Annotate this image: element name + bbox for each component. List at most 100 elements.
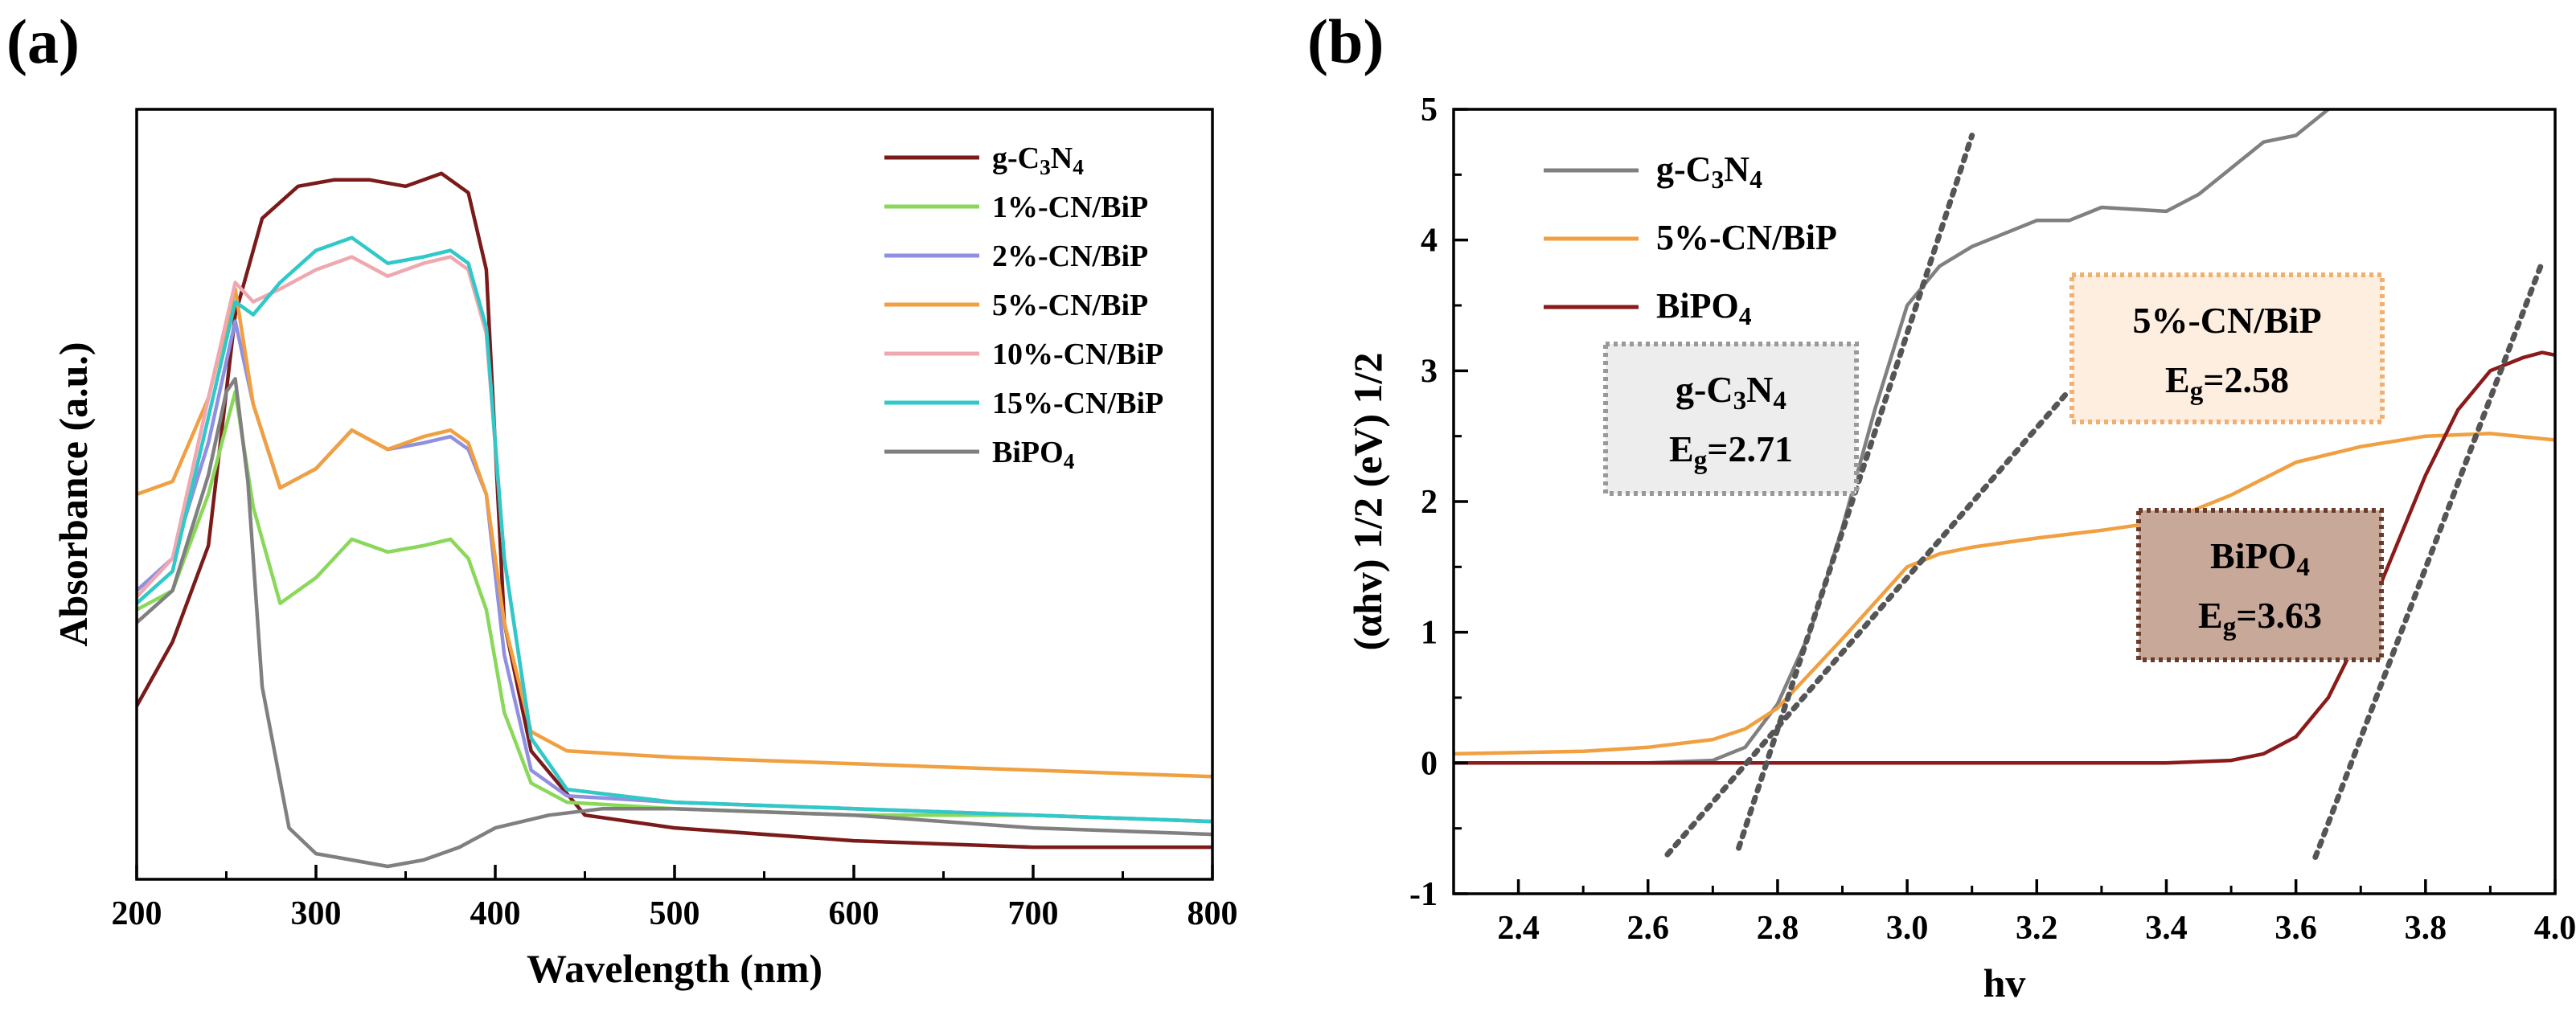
eg-annotation-part-part: BiPO bbox=[2210, 535, 2296, 576]
y-tick-label: -1 bbox=[1409, 876, 1438, 913]
x-axis-title: Wavelength (nm) bbox=[527, 946, 822, 991]
legend-item-1: 5%-CN/BiP bbox=[1656, 218, 1837, 257]
panel-b: (b)2.4 2.6 2.8 3.0 3.2 3.4 3.6 3.8 4.0-1012345hv… bbox=[1307, 6, 2576, 1005]
x-tick-label: 3.8 bbox=[2405, 910, 2447, 947]
eg-annotation-box bbox=[2069, 272, 2385, 424]
legend-item-6: BiPO4 bbox=[992, 436, 1075, 473]
legend-label-part: g-C bbox=[992, 141, 1040, 175]
legend: g-C3N41%-CN/BiP2%-CN/BiP5%-CN/BiP10%-CN/… bbox=[884, 141, 1163, 473]
eg-annotation-part-part: g-C bbox=[1676, 369, 1733, 410]
series-line-3 bbox=[137, 287, 1212, 779]
legend-item-1: 1%-CN/BiP bbox=[992, 190, 1148, 224]
eg-annotation-1: 5%-CN/BiP Eg=2.58 bbox=[2069, 272, 2385, 424]
x-tick-label: 2.8 bbox=[1757, 910, 1799, 947]
eg-annotation-part: E bbox=[2165, 359, 2190, 400]
panel-label: (a) bbox=[6, 6, 80, 76]
legend-label-part: 10%-CN/BiP bbox=[992, 338, 1163, 371]
y-tick-label: 2 bbox=[1421, 484, 1438, 521]
x-tick-label: 3.4 bbox=[2145, 910, 2188, 947]
x-tick-label: 800 bbox=[1188, 895, 1238, 932]
y-tick-label: 0 bbox=[1421, 745, 1438, 782]
series-line-6 bbox=[137, 377, 1212, 869]
x-tick-label: 2.6 bbox=[1627, 910, 1670, 947]
panel-a: (a) 200 300 400 500 600 700 800 Wavelength (nm) A… bbox=[6, 6, 1238, 991]
series-line-0 bbox=[137, 171, 1212, 850]
series-line-0 bbox=[1454, 109, 2330, 765]
y-axis-title: (αhv) 1/2 (eV) 1/2 bbox=[1345, 353, 1390, 651]
tangent-line-1 bbox=[1664, 387, 2073, 858]
legend-label-part: N bbox=[1051, 141, 1073, 175]
eg-annotation-part: E bbox=[1669, 428, 1694, 469]
series-line-5 bbox=[137, 235, 1212, 824]
eg-annotation-sub: g bbox=[2190, 376, 2204, 406]
x-tick-label: 2.4 bbox=[1497, 910, 1540, 947]
eg-annotation-title: g-C3N4 bbox=[1676, 369, 1786, 416]
legend-item-0: g-C3N4 bbox=[992, 141, 1084, 179]
eg-annotation-0: g-C3N4 Eg=2.71 bbox=[1603, 342, 1859, 496]
x-tick-label: 3.6 bbox=[2275, 910, 2317, 947]
eg-annotation-part-sub: 4 bbox=[2296, 552, 2310, 582]
x-axis-title: hv bbox=[1983, 960, 2026, 1005]
eg-annotation-part: =3.63 bbox=[2236, 595, 2322, 636]
eg-annotation-sub: g bbox=[2223, 612, 2237, 641]
eg-annotation-part-sub: 3 bbox=[1733, 386, 1747, 416]
series-group bbox=[137, 171, 1212, 869]
legend-label-part: BiPO bbox=[992, 436, 1064, 469]
legend-item-3: 5%-CN/BiP bbox=[992, 289, 1148, 322]
eg-annotation-sub: g bbox=[1694, 445, 1708, 475]
eg-annotation-title: 5%-CN/BiP bbox=[2132, 300, 2321, 341]
plot-frame bbox=[1452, 108, 2557, 895]
x-tick-label: 400 bbox=[470, 895, 521, 932]
legend-label-part: N bbox=[1724, 149, 1749, 189]
legend-item-5: 15%-CN/BiP bbox=[992, 387, 1163, 420]
eg-annotation-box bbox=[2136, 508, 2384, 662]
eg-annotation-value: Eg=2.71 bbox=[1669, 428, 1793, 475]
legend-item-2: BiPO4 bbox=[1656, 286, 1752, 330]
legend-label-part: g-C bbox=[1656, 149, 1711, 189]
eg-annotation-title: BiPO4 bbox=[2210, 535, 2310, 582]
y-tick-label: 1 bbox=[1421, 615, 1438, 652]
x-tick-label: 500 bbox=[650, 895, 700, 932]
legend-label-part: 5%-CN/BiP bbox=[992, 289, 1148, 322]
legend-label-sub: 3 bbox=[1040, 155, 1051, 179]
legend-label-part: 2%-CN/BiP bbox=[992, 240, 1148, 273]
y-tick-label: 5 bbox=[1421, 92, 1438, 129]
x-tick-label: 3.0 bbox=[1886, 910, 1929, 947]
legend-item-2: 2%-CN/BiP bbox=[992, 240, 1148, 273]
eg-annotation-part: E bbox=[2198, 595, 2223, 636]
eg-annotation-part-sub: 4 bbox=[1773, 386, 1786, 416]
legend-item-0: g-C3N4 bbox=[1656, 149, 1762, 194]
x-tick-label: 3.2 bbox=[2016, 910, 2058, 947]
tangent-line-2 bbox=[2312, 259, 2545, 860]
legend-label-sub: 3 bbox=[1711, 166, 1724, 194]
eg-annotation-part-part: 5%-CN/BiP bbox=[2132, 300, 2321, 341]
legend-label-sub: 4 bbox=[1749, 166, 1762, 194]
legend-item-4: 10%-CN/BiP bbox=[992, 338, 1163, 371]
panel-label: (b) bbox=[1307, 6, 1384, 76]
x-tick-label: 4.0 bbox=[2534, 910, 2576, 947]
legend-label-part: 15%-CN/BiP bbox=[992, 387, 1163, 420]
x-tick-label: 700 bbox=[1008, 895, 1059, 932]
x-tick-label: 200 bbox=[112, 895, 162, 932]
eg-annotation-2: BiPO4 Eg=3.63 bbox=[2136, 508, 2384, 662]
legend-label-sub: 4 bbox=[1739, 302, 1752, 330]
eg-annotation-value: Eg=3.63 bbox=[2198, 595, 2322, 641]
y-axis-title: Absorbance (a.u.) bbox=[51, 342, 96, 646]
eg-annotation-value: Eg=2.58 bbox=[2165, 359, 2289, 406]
y-tick-label: 4 bbox=[1421, 223, 1438, 260]
x-tick-label: 300 bbox=[291, 895, 342, 932]
legend-label-part: 1%-CN/BiP bbox=[992, 190, 1148, 224]
eg-annotation-box bbox=[1603, 342, 1859, 496]
legend-label-sub: 4 bbox=[1064, 449, 1075, 473]
x-tick-label: 600 bbox=[829, 895, 880, 932]
legend-label-part: 5%-CN/BiP bbox=[1656, 218, 1837, 257]
legend-label-part: BiPO bbox=[1656, 286, 1739, 326]
eg-annotation-part: =2.58 bbox=[2203, 359, 2289, 400]
series-line-1 bbox=[1454, 432, 2555, 756]
y-tick-label: 3 bbox=[1421, 353, 1438, 390]
eg-annotation-part: =2.71 bbox=[1707, 428, 1793, 469]
plot-frame bbox=[135, 108, 1214, 881]
legend-label-sub: 4 bbox=[1073, 155, 1084, 179]
